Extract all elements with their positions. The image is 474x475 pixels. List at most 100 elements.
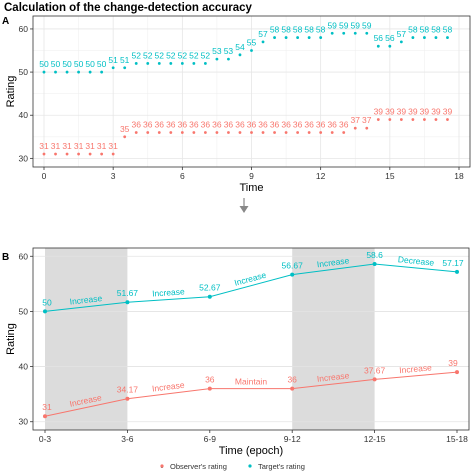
observer-point	[125, 396, 130, 401]
target-change-label: Increase	[152, 286, 185, 298]
target-value-label: 58	[431, 25, 441, 35]
observer-change-label: Increase	[399, 362, 433, 375]
target-point	[100, 70, 104, 74]
target-point	[455, 269, 459, 274]
observer-point	[296, 131, 300, 134]
target-value-label: 58	[420, 25, 430, 35]
target-value-label: 56	[385, 33, 395, 43]
panel-a-y-tick-label: 50	[19, 67, 29, 77]
target-value-label: 52	[178, 50, 188, 60]
observer-value-label: 36	[178, 119, 188, 129]
target-legend-label: Target's rating	[258, 462, 305, 471]
observer-point	[388, 118, 392, 121]
observer-point	[54, 152, 57, 156]
observer-point	[227, 131, 230, 134]
observer-value-label: 39	[385, 107, 395, 117]
observer-point	[399, 118, 403, 121]
observer-value-label: 31	[85, 141, 95, 151]
observer-series-line	[44, 371, 458, 417]
observer-value-label: 39	[408, 107, 418, 117]
observer-value-label: 36	[316, 119, 326, 129]
arrow-head	[239, 206, 249, 213]
panel-a-x-tick-label: 9	[249, 171, 254, 181]
observer-value-label: 39	[448, 358, 458, 368]
target-point	[296, 36, 300, 39]
panel-a-x-tick-label: 0	[42, 171, 47, 181]
target-value-label: 52	[189, 50, 199, 60]
target-value-label: 56.67	[282, 261, 304, 271]
target-value-label: 59	[339, 20, 349, 30]
observer-legend-key	[160, 464, 164, 468]
target-value-label: 58	[316, 25, 326, 35]
target-change-label: Increase	[316, 255, 350, 269]
observer-value-label: 39	[397, 107, 407, 117]
observer-point	[307, 131, 311, 134]
target-value-label: 52	[131, 50, 141, 60]
observer-point	[207, 386, 212, 391]
target-point	[399, 40, 403, 44]
figure-title: Calculation of the change-detection accu…	[4, 2, 253, 14]
observer-point	[434, 118, 438, 121]
observer-value-label: 36	[131, 119, 141, 129]
observer-value-label: 39	[431, 107, 441, 117]
observer-point	[376, 118, 380, 121]
observer-value-label: 36	[281, 119, 291, 129]
observer-point	[88, 152, 92, 156]
observer-point	[215, 131, 219, 134]
panel-a-x-tick-label: 15	[385, 171, 395, 181]
observer-point	[342, 131, 346, 134]
target-point	[180, 62, 184, 65]
shaded-epoch-band	[292, 248, 375, 430]
target-point	[284, 36, 288, 39]
observer-value-label: 36	[155, 119, 165, 129]
observer-point	[77, 152, 80, 156]
panel-a-y-tick-label: 60	[19, 24, 29, 34]
observer-point	[43, 414, 47, 419]
observer-value-label: 39	[420, 107, 430, 117]
observer-value-label: 37	[351, 115, 361, 125]
target-point	[342, 31, 346, 35]
target-value-label: 58	[281, 25, 291, 35]
target-value-label: 57	[397, 29, 407, 39]
panel-b-x-axis-title: Time (epoch)	[219, 445, 283, 457]
panel-b-y-tick-label: 30	[19, 417, 29, 427]
panel-a-y-tick-label: 30	[19, 153, 29, 163]
panel-b-y-tick-label: 60	[19, 251, 29, 261]
target-point	[157, 62, 161, 65]
observer-value-label: 36	[224, 119, 234, 129]
target-point	[365, 31, 369, 35]
observer-value-label: 36	[143, 119, 153, 129]
target-point	[411, 36, 415, 39]
observer-point	[411, 118, 415, 121]
target-value-label: 50	[97, 59, 107, 69]
target-point	[434, 36, 438, 39]
target-value-label: 54	[235, 42, 245, 52]
target-value-label: 58	[304, 25, 314, 35]
target-point	[169, 62, 173, 65]
panel-b-x-tick-label: 3-6	[121, 434, 134, 444]
target-point	[123, 66, 127, 70]
target-value-label: 50	[85, 59, 95, 69]
observer-point	[319, 131, 323, 134]
target-value-label: 50	[42, 297, 52, 307]
target-value-label: 51.67	[117, 288, 139, 298]
target-point	[111, 66, 115, 70]
panel-a-y-axis-title: Rating	[5, 76, 17, 108]
observer-point	[423, 118, 426, 121]
observer-point	[203, 131, 207, 134]
observer-point	[330, 131, 334, 134]
panel-a-x-tick-label: 6	[180, 171, 185, 181]
panel-a-y-tick-label: 40	[19, 110, 29, 120]
observer-value-label: 31	[74, 141, 84, 151]
observer-point	[123, 135, 127, 139]
observer-value-label: 36	[339, 119, 349, 129]
panel-b-x-tick-label: 0-3	[39, 434, 52, 444]
observer-value-label: 37	[362, 115, 372, 125]
target-value-label: 58.6	[366, 250, 383, 260]
target-point	[388, 44, 392, 48]
target-legend-key	[248, 464, 252, 468]
target-point	[238, 53, 242, 57]
target-value-label: 50	[39, 59, 49, 69]
observer-change-label: Maintain	[235, 377, 267, 387]
